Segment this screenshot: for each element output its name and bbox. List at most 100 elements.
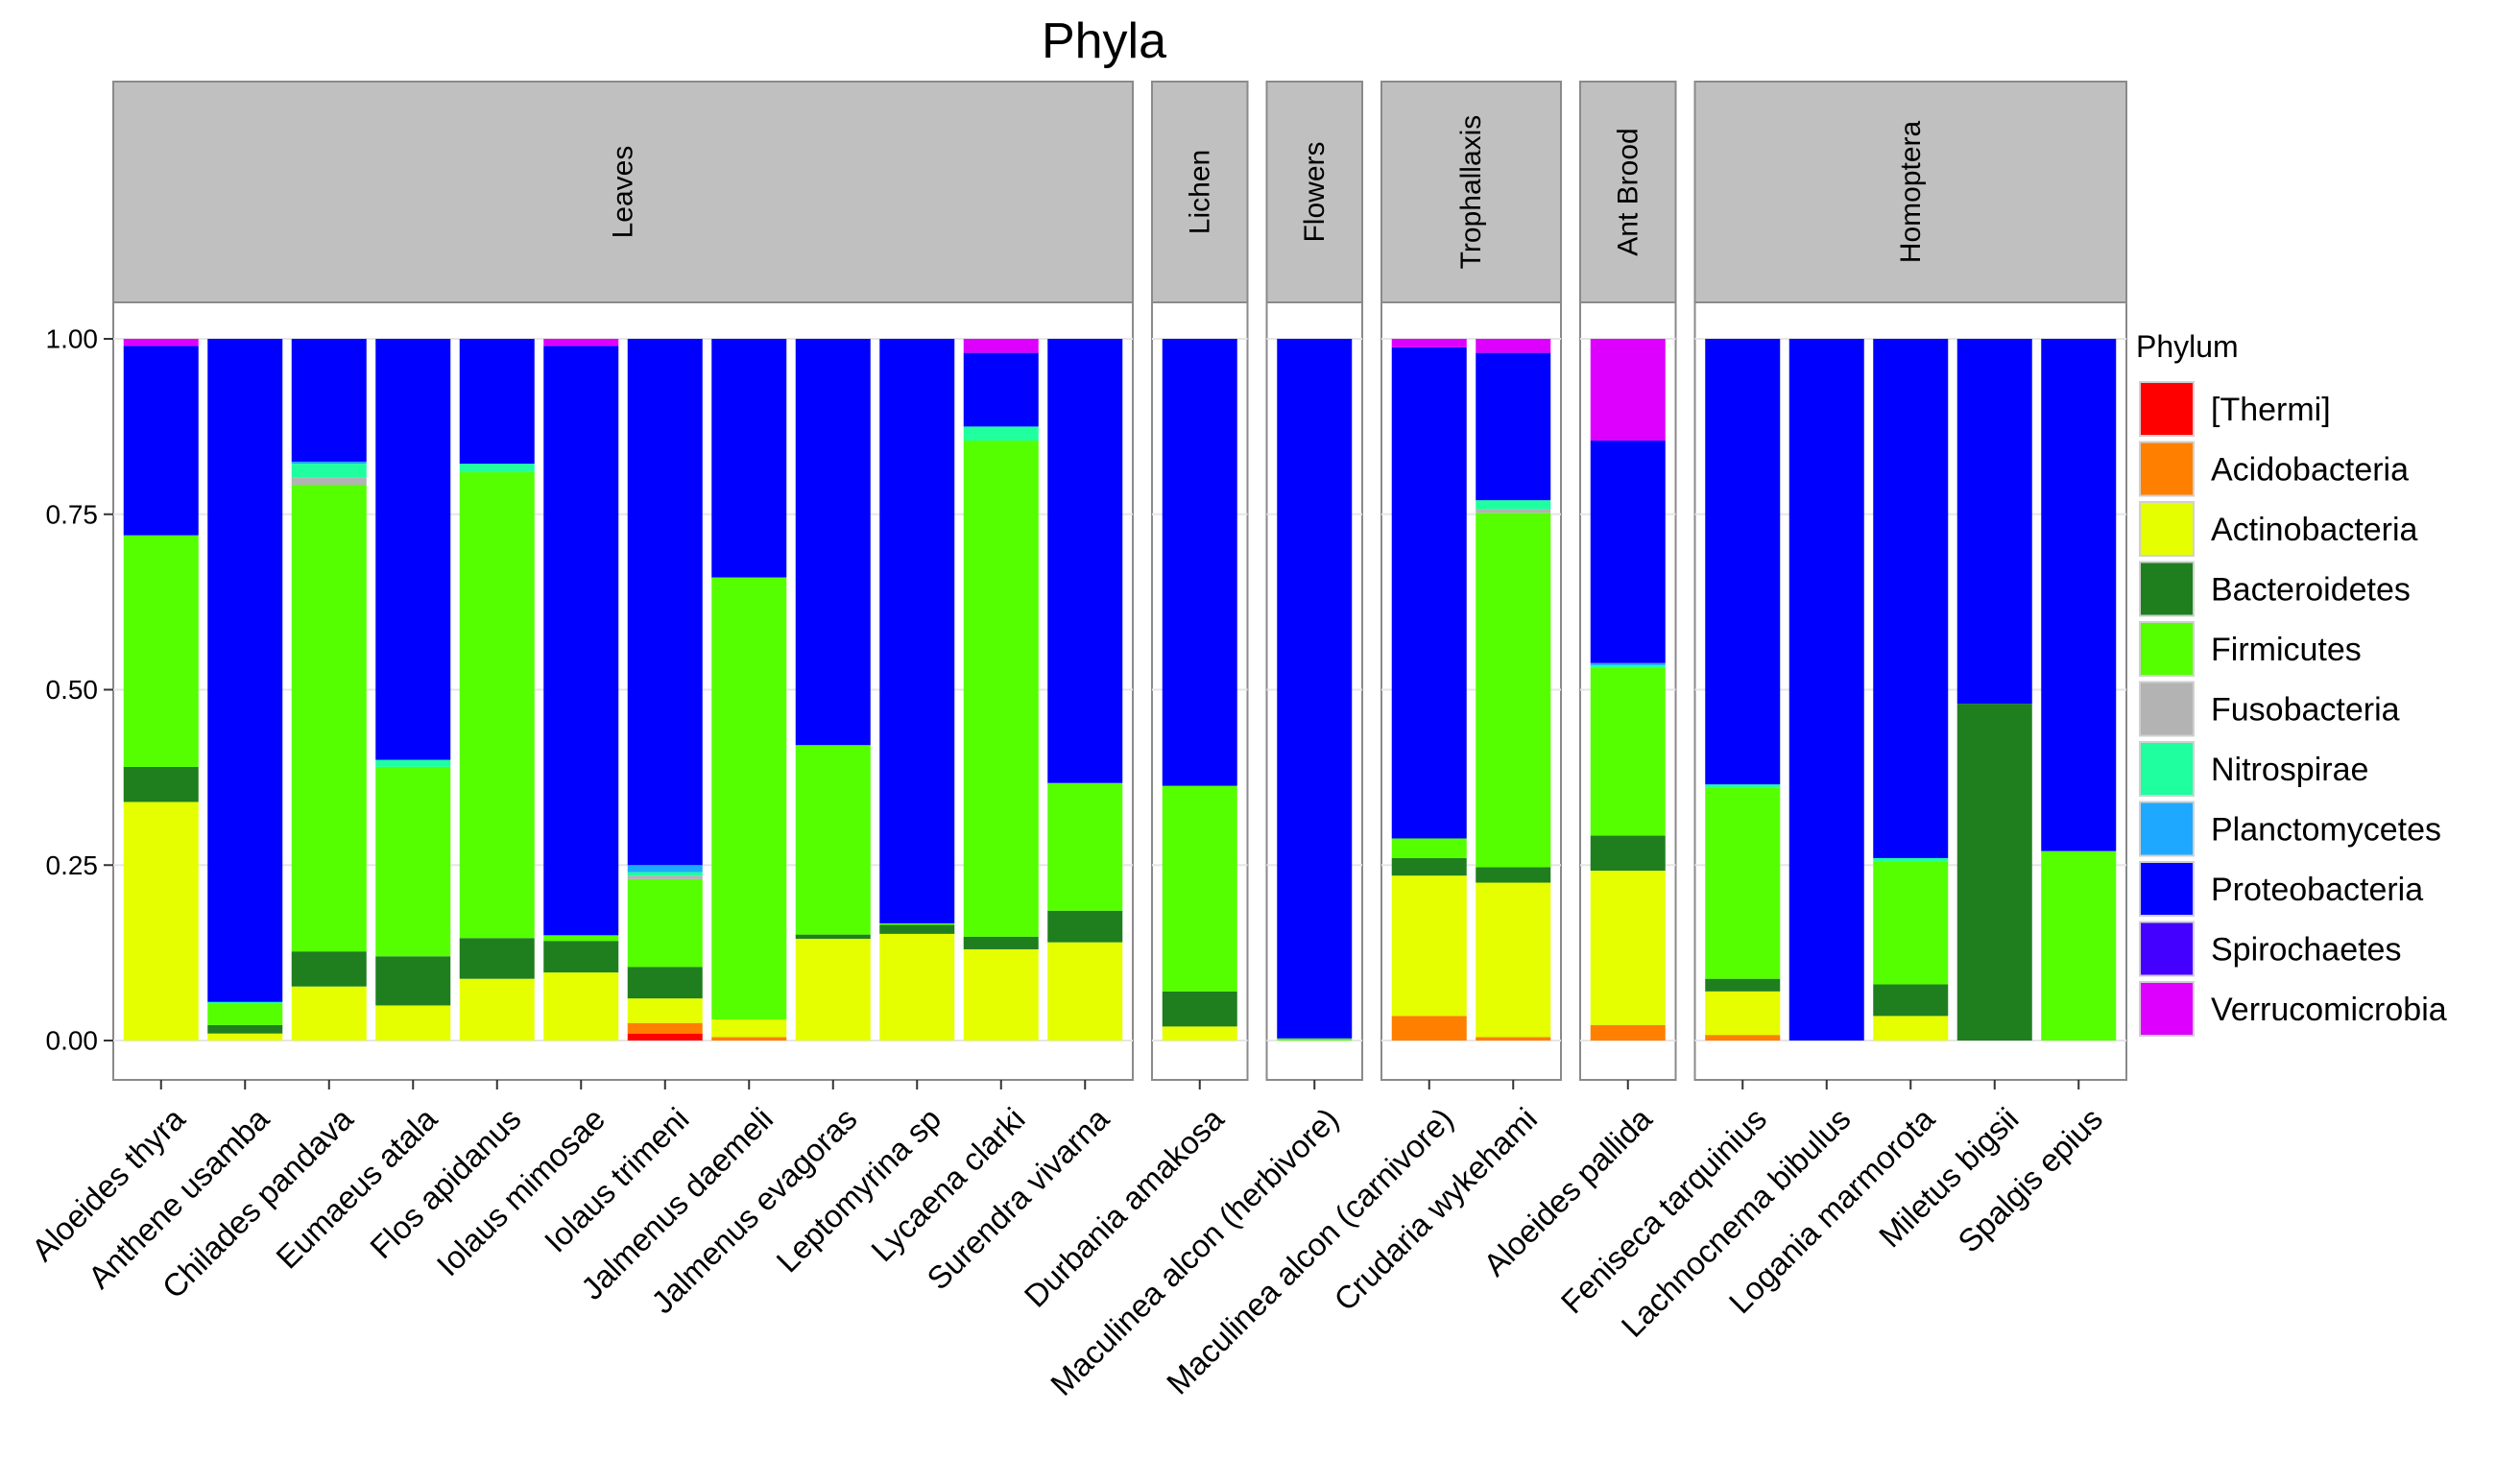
bar-maculinea-alcon-herbivore: [1277, 339, 1353, 1041]
bar-segment-acidobacteria: [1476, 1037, 1551, 1041]
bar-segment-fusobacteria: [291, 477, 367, 486]
bar-crudaria-wykehami: [1476, 339, 1551, 1041]
bar-segment-firmicutes: [1590, 667, 1666, 836]
bar-segment-nitrospirae: [627, 872, 703, 876]
panel-plot-area: [112, 301, 1134, 1081]
legend-item-bacteroidetes: Bacteroidetes: [2139, 561, 2411, 617]
panel-strip-label: Flowers: [1299, 141, 1331, 242]
bar-segment-proteobacteria: [459, 339, 535, 465]
bar-segment-actinobacteria: [459, 978, 535, 1041]
legend: Phylum [Thermi] Acidobacteria Actinobacteri…: [2136, 329, 2447, 1037]
bar-miletus-bigsii: [1956, 339, 2032, 1041]
bar-segment-acidobacteria: [1705, 1035, 1781, 1041]
legend-swatch: [2139, 561, 2195, 617]
legend-item-nitrospirae: Nitrospirae: [2139, 741, 2368, 797]
bar-segment-bacteroidetes: [1391, 857, 1467, 876]
panel-strip: [1579, 81, 1677, 303]
bar-segment-actinobacteria: [1590, 871, 1666, 1025]
bar-segment-bacteroidetes: [963, 936, 1039, 949]
bar-segment-proteobacteria: [1788, 339, 1864, 1041]
legend-label: [Thermi]: [2211, 392, 2331, 428]
bar-segment-firmicutes: [795, 745, 871, 935]
bar-segment-firmicutes: [1047, 782, 1123, 911]
legend-swatch: [2139, 381, 2195, 437]
bar-segment-nitrospirae: [375, 759, 451, 767]
bar-aloeides-thyra: [123, 339, 199, 1041]
bar-segment-firmicutes: [2041, 850, 2117, 1041]
legend-label: Verrucomicrobia: [2211, 992, 2447, 1028]
bar-feniseca-tarquinius: [1705, 339, 1781, 1041]
legend-label: Planctomycetes: [2211, 812, 2441, 849]
bar-segment-verrucomicrobia: [963, 339, 1039, 353]
legend-label: Actinobacteria: [2211, 512, 2418, 548]
bar-segment-actinobacteria: [207, 1033, 283, 1041]
bar-jalmenus-daemeli: [711, 339, 787, 1041]
bar-segment-firmicutes: [963, 440, 1039, 937]
bar-segment-bacteroidetes: [375, 956, 451, 1006]
y-tick-label: 0.75: [46, 499, 99, 529]
bar-segment-firmicutes: [1277, 1038, 1353, 1041]
legend-label: Acidobacteria: [2211, 452, 2409, 489]
bar-segment-proteobacteria: [543, 346, 619, 936]
x-tick-label: Durbania amakosa: [1018, 1100, 1231, 1313]
y-tick-label: 1.00: [46, 324, 99, 354]
legend-swatch: [2139, 981, 2195, 1037]
bar-segment-nitrospirae: [1705, 784, 1781, 788]
bar-segment-planctomycetes: [627, 865, 703, 873]
legend-label: Bacteroidetes: [2211, 572, 2411, 609]
legend-swatch: [2139, 921, 2195, 977]
bar-segment-verrucomicrobia: [1476, 339, 1551, 353]
legend-label: Fusobacteria: [2211, 692, 2400, 729]
bar-flos-apidanus: [459, 339, 535, 1041]
legend-item-acidobacteria: Acidobacteria: [2139, 441, 2409, 497]
bar-segment-planctomycetes: [1590, 662, 1666, 665]
bar-segment-actinobacteria: [1391, 875, 1467, 1017]
panel-strip: [112, 81, 1134, 303]
bar-segment-firmicutes: [207, 1003, 283, 1025]
bar-iolaus-mimosae: [543, 339, 619, 1041]
bar-segment-bacteroidetes: [1590, 835, 1666, 872]
bar-segment-acidobacteria: [711, 1037, 787, 1041]
legend-item-verrucomicrobia: Verrucomicrobia: [2139, 981, 2447, 1037]
bar-segment-proteobacteria: [627, 339, 703, 866]
bar-segment-firmicutes: [123, 535, 199, 767]
bar-segment-firmicutes: [459, 471, 535, 939]
bar-segment-acidobacteria: [627, 1022, 703, 1034]
bar-segment-firmicutes: [375, 766, 451, 957]
bar-segment-bacteroidetes: [207, 1024, 283, 1034]
bar-segment-proteobacteria: [291, 339, 367, 462]
bar-segment-bacteroidetes: [291, 951, 367, 987]
legend-item-thermi: [Thermi]: [2139, 381, 2331, 437]
legend-swatch: [2139, 681, 2195, 737]
bar-surendra-vivarna: [1047, 339, 1123, 1041]
bar-lycaena-clarki: [963, 339, 1039, 1041]
bar-segment-proteobacteria: [711, 339, 787, 578]
legend-swatch: [2139, 861, 2195, 917]
bar-segment-bacteroidetes: [1705, 978, 1781, 992]
bar-segment-actinobacteria: [1162, 1026, 1237, 1041]
legend-swatch: [2139, 621, 2195, 677]
bar-segment-actinobacteria: [711, 1019, 787, 1038]
bar-segment-nitrospirae: [1873, 857, 1949, 862]
bar-iolaus-trimeni: [627, 339, 703, 1041]
bar-segment-proteobacteria: [1956, 339, 2032, 705]
bar-segment-proteobacteria: [207, 339, 283, 1002]
bar-segment-fusobacteria: [627, 875, 703, 879]
bar-segment-proteobacteria: [795, 339, 871, 746]
panel-strip-label: Lichen: [1184, 150, 1215, 234]
bar-segment-proteobacteria: [1391, 347, 1467, 839]
bar-segment-thermi: [627, 1033, 703, 1041]
legend-item-actinobacteria: Actinobacteria: [2139, 501, 2418, 557]
legend-label: Nitrospirae: [2211, 752, 2368, 788]
bar-segment-actinobacteria: [1476, 882, 1551, 1038]
bar-segment-proteobacteria: [1873, 339, 1949, 858]
panel-strip: [1151, 81, 1249, 303]
legend-item-firmicutes: Firmicutes: [2139, 621, 2362, 677]
legend-swatch: [2139, 801, 2195, 857]
bar-segment-actinobacteria: [879, 933, 955, 1041]
bar-spalgis-epius: [2041, 339, 2117, 1041]
legend-swatch: [2139, 441, 2195, 497]
